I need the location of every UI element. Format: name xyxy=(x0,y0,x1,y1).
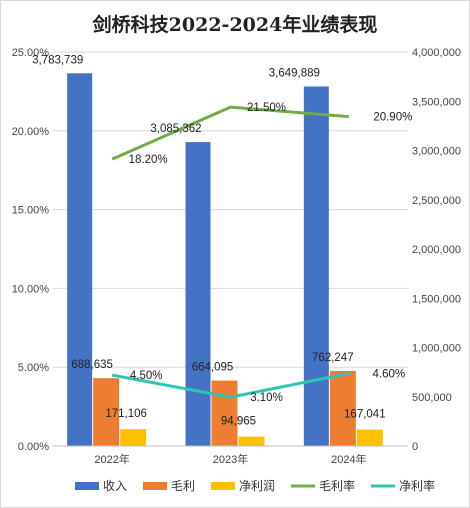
data-label-毛利: 688,635 xyxy=(71,359,113,371)
data-label-净利率: 4.50% xyxy=(130,370,163,382)
legend-label-毛利率: 毛利率 xyxy=(319,478,355,493)
data-label-净利率: 4.60% xyxy=(373,369,406,381)
lines xyxy=(111,105,350,399)
bars xyxy=(67,73,383,447)
x-axis: 2022年 2023年 2024年 xyxy=(53,445,408,466)
legend-swatch-毛利 xyxy=(143,482,167,490)
right-axis-tick-label: 3,500,000 xyxy=(412,96,461,108)
bar-收入 xyxy=(67,73,93,447)
data-label-收入: 3,783,739 xyxy=(32,54,83,66)
right-axis-tick-label: 2,500,000 xyxy=(412,195,461,207)
data-labels: 3,783,739 688,635 171,106 3,085,362 664,095 9… xyxy=(32,54,412,427)
data-label-毛利率: 18.20% xyxy=(129,154,168,166)
data-label-收入: 3,085,362 xyxy=(150,123,201,135)
chart-title: 剑桥科技2022-2024年业绩表现 xyxy=(92,13,378,36)
left-axis-tick-label: 5.00% xyxy=(18,362,49,374)
data-label-毛利率: 20.90% xyxy=(373,112,412,124)
left-axis-tick-label: 20.00% xyxy=(12,126,50,138)
bar-净利润 xyxy=(238,436,265,446)
left-axis: 0.00% 5.00% 10.00% 15.00% 20.00% 25.00% xyxy=(12,47,50,453)
data-label-净利润: 167,041 xyxy=(344,409,386,421)
data-label-净利率: 3.10% xyxy=(250,392,283,404)
right-axis-tick-label: 3,000,000 xyxy=(412,146,461,158)
left-axis-tick-label: 10.00% xyxy=(12,283,50,295)
right-axis-tick-label: 2,000,000 xyxy=(412,244,461,256)
line-净利率 xyxy=(111,372,350,399)
legend-label-收入: 收入 xyxy=(103,479,127,493)
bar-收入 xyxy=(185,142,211,446)
legend: 收入 毛利 净利润 毛利率 净利率 xyxy=(75,478,435,493)
data-label-毛利率: 21.50% xyxy=(247,102,286,114)
legend-label-毛利: 毛利 xyxy=(171,479,195,493)
data-label-毛利: 762,247 xyxy=(312,352,354,364)
data-label-净利润: 94,965 xyxy=(221,416,256,428)
right-axis-tick-label: 500,000 xyxy=(412,392,452,404)
left-axis-tick-label: 15.00% xyxy=(12,205,50,217)
x-axis-tick-label: 2022年 xyxy=(94,452,129,466)
data-label-净利润: 171,106 xyxy=(105,408,147,420)
data-label-收入: 3,649,889 xyxy=(269,67,320,79)
right-axis: 0 500,000 1,000,000 1,500,000 2,000,000 2,500… xyxy=(412,47,461,453)
line-毛利率 xyxy=(111,105,349,161)
bar-净利润 xyxy=(120,429,147,446)
right-axis-tick-label: 4,000,000 xyxy=(412,47,461,59)
left-axis-tick-label: 0.00% xyxy=(18,441,49,453)
x-axis-tick-label: 2023年 xyxy=(213,452,248,466)
right-axis-tick-label: 0 xyxy=(412,441,418,453)
right-axis-tick-label: 1,000,000 xyxy=(412,343,461,355)
left-axis-tick-label: 25.00% xyxy=(12,47,50,59)
right-axis-tick-label: 1,500,000 xyxy=(412,293,461,305)
bar-毛利 xyxy=(93,378,120,446)
legend-label-净利润: 净利润 xyxy=(239,479,275,493)
legend-swatch-净利润 xyxy=(211,482,235,490)
bar-收入 xyxy=(303,86,329,446)
bar-净利润 xyxy=(356,429,383,446)
data-label-毛利: 664,095 xyxy=(192,362,234,374)
legend-label-净利率: 净利率 xyxy=(399,478,435,493)
x-axis-tick-label: 2024年 xyxy=(331,452,366,466)
bar-毛利 xyxy=(211,380,238,446)
legend-swatch-收入 xyxy=(75,482,99,490)
bar-毛利 xyxy=(329,370,356,446)
